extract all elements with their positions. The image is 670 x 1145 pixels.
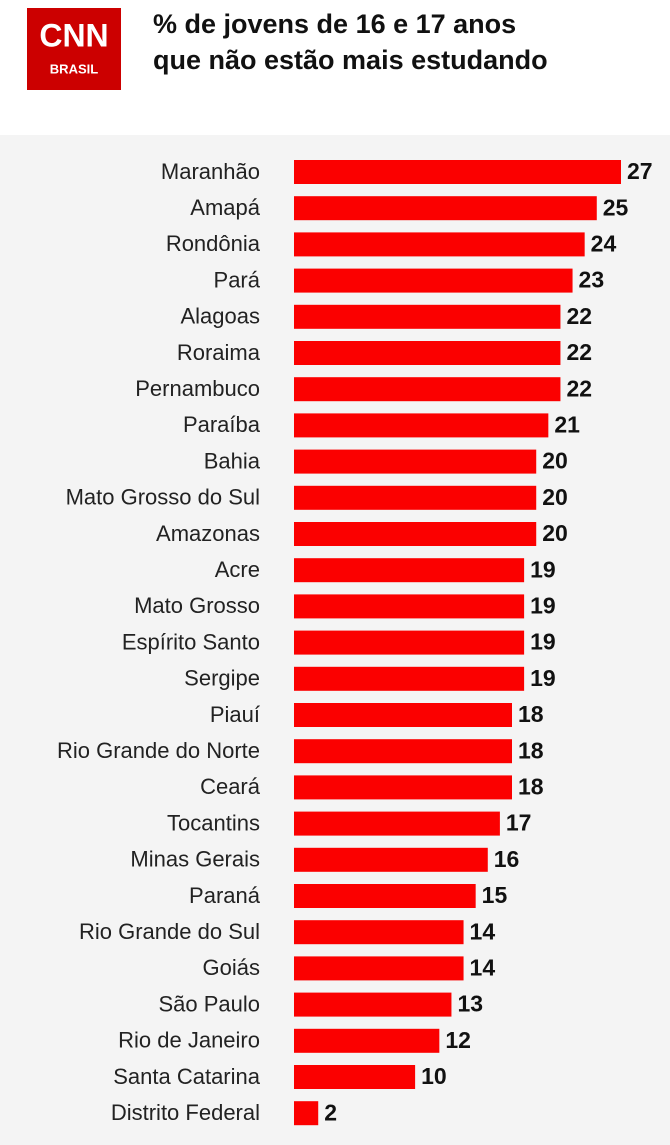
category-label: Sergipe bbox=[184, 666, 260, 691]
bar bbox=[294, 1101, 319, 1126]
value-label: 23 bbox=[579, 267, 605, 293]
value-label: 20 bbox=[542, 520, 568, 546]
logo-box bbox=[27, 8, 121, 90]
category-label: Paraná bbox=[189, 883, 261, 908]
value-label: 2 bbox=[324, 1099, 337, 1125]
category-label: Pará bbox=[214, 267, 261, 292]
bar bbox=[294, 739, 512, 764]
value-label: 24 bbox=[591, 230, 617, 256]
value-label: 22 bbox=[566, 375, 592, 401]
category-label: Rio Grande do Sul bbox=[79, 919, 260, 944]
bar bbox=[294, 992, 452, 1017]
bar bbox=[294, 1028, 440, 1053]
bar bbox=[294, 341, 561, 365]
value-label: 19 bbox=[530, 556, 556, 582]
category-label: Minas Gerais bbox=[130, 847, 260, 872]
category-label: Alagoas bbox=[180, 304, 260, 329]
category-label: Paraíba bbox=[183, 412, 261, 437]
category-label: Distrito Federal bbox=[111, 1100, 260, 1125]
bar bbox=[294, 666, 525, 691]
bar bbox=[294, 304, 561, 329]
bar bbox=[294, 594, 525, 619]
category-label: Pernambuco bbox=[135, 376, 260, 401]
bar bbox=[294, 630, 525, 655]
category-label: Roraima bbox=[177, 340, 261, 365]
value-label: 14 bbox=[470, 918, 496, 944]
value-label: 17 bbox=[506, 810, 532, 836]
bar bbox=[294, 920, 464, 945]
bar bbox=[294, 485, 537, 510]
category-label: Rondônia bbox=[166, 231, 261, 256]
value-label: 16 bbox=[494, 846, 520, 872]
bar bbox=[294, 558, 525, 583]
bar bbox=[294, 775, 512, 800]
category-label: Amazonas bbox=[156, 521, 260, 546]
value-label: 27 bbox=[627, 158, 653, 184]
category-label: Mato Grosso do Sul bbox=[66, 485, 260, 510]
category-label: Piauí bbox=[210, 702, 260, 727]
value-label: 19 bbox=[530, 665, 556, 691]
category-label: São Paulo bbox=[158, 991, 260, 1016]
value-label: 18 bbox=[518, 701, 544, 727]
chart-title: que não estão mais estudando bbox=[153, 45, 548, 75]
bar bbox=[294, 449, 537, 474]
category-label: Tocantins bbox=[167, 810, 260, 835]
bar bbox=[294, 377, 561, 402]
value-label: 20 bbox=[542, 484, 568, 510]
category-label: Ceará bbox=[200, 774, 261, 799]
category-label: Maranhão bbox=[161, 159, 260, 184]
value-label: 19 bbox=[530, 629, 556, 655]
bar bbox=[294, 268, 573, 293]
value-label: 22 bbox=[566, 339, 592, 365]
bar bbox=[294, 811, 500, 836]
value-label: 19 bbox=[530, 592, 556, 618]
bar bbox=[294, 232, 585, 257]
category-label: Espírito Santo bbox=[122, 629, 260, 654]
bar bbox=[294, 522, 537, 546]
category-label: Bahia bbox=[204, 448, 261, 473]
value-label: 22 bbox=[566, 303, 592, 329]
category-label: Rio Grande do Norte bbox=[57, 738, 260, 763]
value-label: 18 bbox=[518, 773, 544, 799]
value-label: 15 bbox=[482, 882, 508, 908]
category-label: Santa Catarina bbox=[113, 1064, 261, 1089]
value-label: 20 bbox=[542, 448, 568, 474]
category-label: Goiás bbox=[203, 955, 260, 980]
bar bbox=[294, 956, 464, 981]
value-label: 18 bbox=[518, 737, 544, 763]
value-label: 14 bbox=[470, 954, 496, 980]
category-label: Mato Grosso bbox=[134, 593, 260, 618]
value-label: 10 bbox=[421, 1063, 447, 1089]
bar bbox=[294, 1065, 416, 1089]
bar bbox=[294, 847, 488, 872]
bar bbox=[294, 703, 512, 727]
logo-brand: CNN bbox=[39, 17, 108, 53]
bar bbox=[294, 413, 549, 438]
value-label: 12 bbox=[445, 1027, 471, 1053]
bar bbox=[294, 196, 597, 221]
category-label: Acre bbox=[215, 557, 260, 582]
logo-sub: BRASIL bbox=[50, 61, 98, 76]
value-label: 25 bbox=[603, 194, 629, 220]
category-label: Amapá bbox=[190, 195, 260, 220]
bar bbox=[294, 884, 476, 908]
chart-title: % de jovens de 16 e 17 anos bbox=[153, 9, 516, 39]
bar bbox=[294, 160, 621, 184]
value-label: 21 bbox=[554, 411, 580, 437]
category-label: Rio de Janeiro bbox=[118, 1028, 260, 1053]
value-label: 13 bbox=[457, 991, 483, 1017]
